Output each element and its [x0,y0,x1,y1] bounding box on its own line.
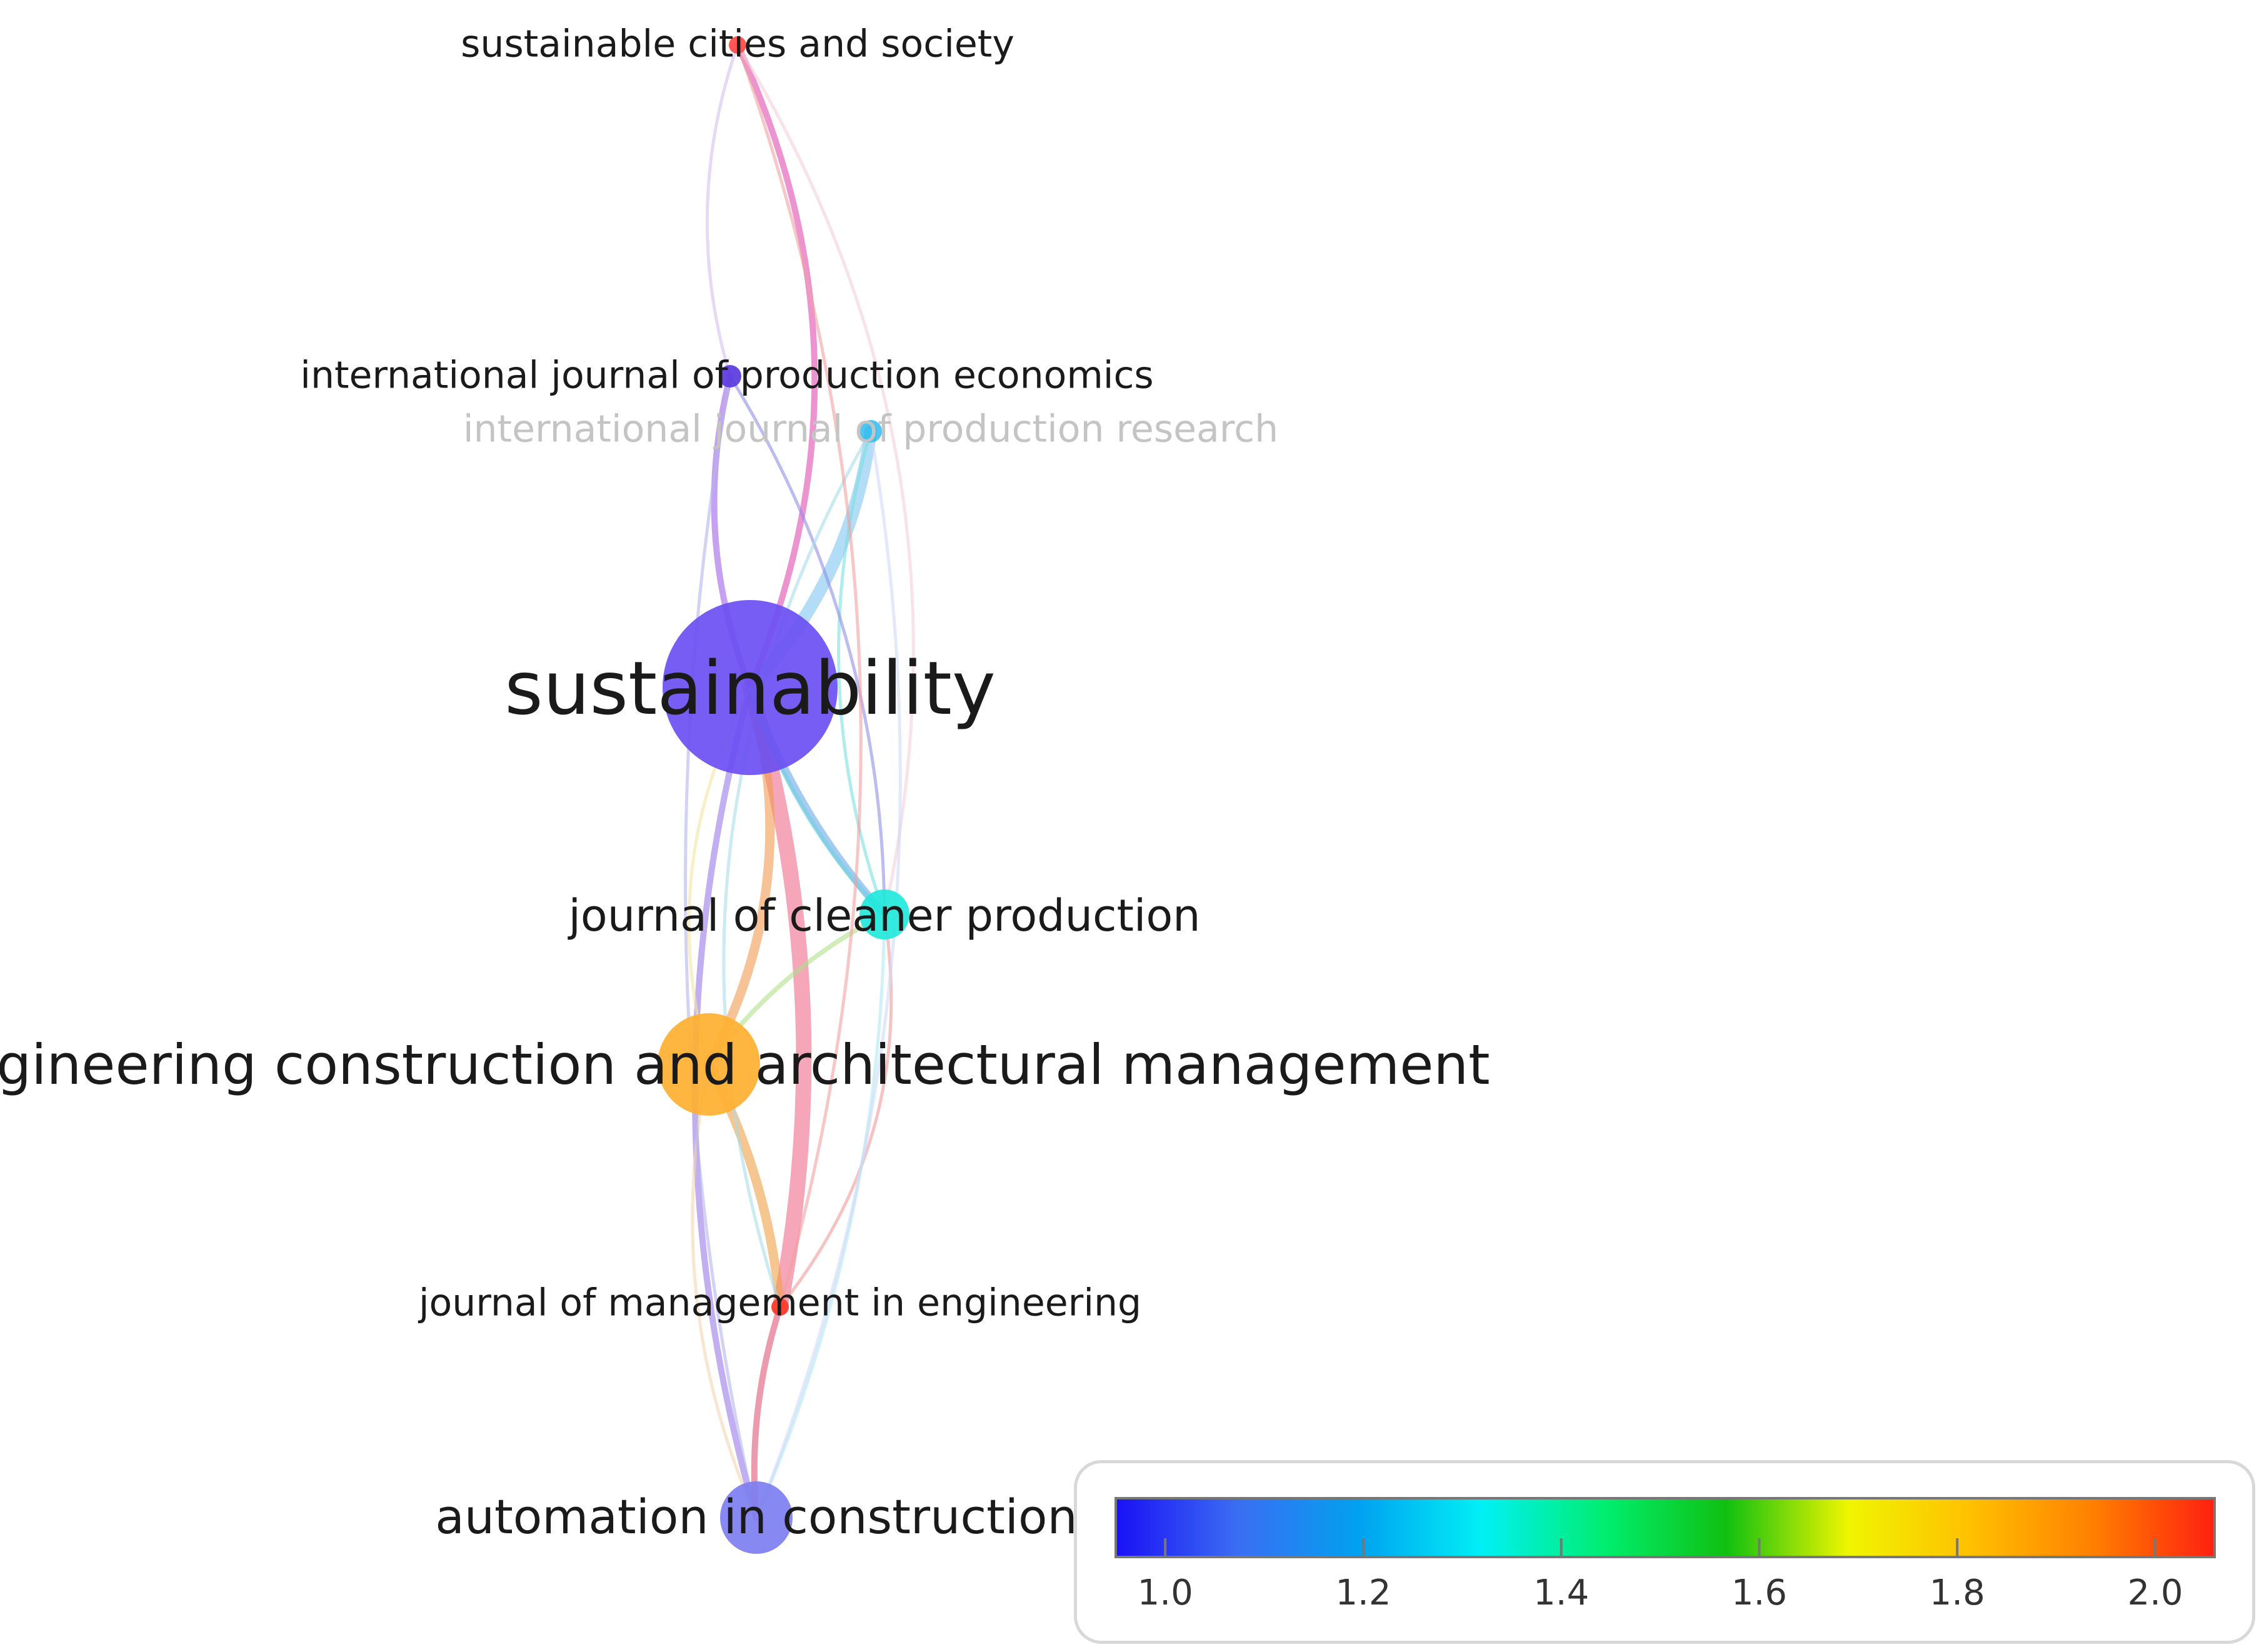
link-sus-jme [742,679,812,1315]
node-ijpr[interactable] [859,420,882,443]
link-jcp-ijpr [837,429,886,916]
link-jcp-aic [754,913,886,1519]
node-label-sc: sustainable cities and society [461,23,1014,66]
node-ecam[interactable] [658,1013,760,1116]
color-legend: 1.0 1.2 1.4 1.6 1.8 2.0 [1074,1460,2255,1644]
node-label-jme: journal of management in engineering [418,1281,1141,1325]
node-jcp[interactable] [859,889,909,939]
node-label-ijpe: international journal of production econ… [300,354,1153,398]
node-sc[interactable] [729,36,746,54]
color-scale-ticks: 1.0 1.2 1.4 1.6 1.8 2.0 [1138,1538,2183,1613]
node-label-jcp: journal of cleaner production [567,890,1200,941]
scale-tick-label: 1.0 [1138,1573,1193,1613]
scale-tick-label: 1.4 [1533,1573,1589,1613]
link-aic-ijpr [754,429,902,1519]
scale-tick-label: 2.0 [2127,1573,2183,1613]
node-label-aic: automation in construction [435,1489,1077,1544]
link-ecam-aic [691,1063,758,1519]
node-jme[interactable] [771,1298,789,1316]
node-label-sus: sustainability [504,645,996,731]
node-sus[interactable] [663,600,838,775]
scale-tick-label: 1.6 [1731,1573,1787,1613]
label-layer: sustainability sustainable cities and soc… [0,23,1490,1544]
link-ijpr-jme [722,429,873,1309]
node-ijpe[interactable] [719,365,741,388]
node-label-ecam: engineering construction and architectur… [0,1033,1490,1097]
color-scale-bar [1114,1497,2216,1558]
link-jcp-ijpe [728,374,886,916]
node-label-ijpr: international journal of production rese… [463,408,1278,451]
link-ijpe-aic [684,374,758,1519]
scale-tick-label: 1.2 [1335,1573,1391,1613]
link-sus-sc [734,42,818,691]
link-sc-jme [736,43,863,1309]
color-scale: 1.0 1.2 1.4 1.6 1.8 2.0 [1114,1497,2216,1613]
scale-tick-label: 1.8 [1930,1573,1985,1613]
node-layer [658,36,909,1554]
node-aic[interactable] [720,1481,793,1554]
link-sc-jcp [736,43,915,916]
link-sc-ijpe [705,43,739,378]
